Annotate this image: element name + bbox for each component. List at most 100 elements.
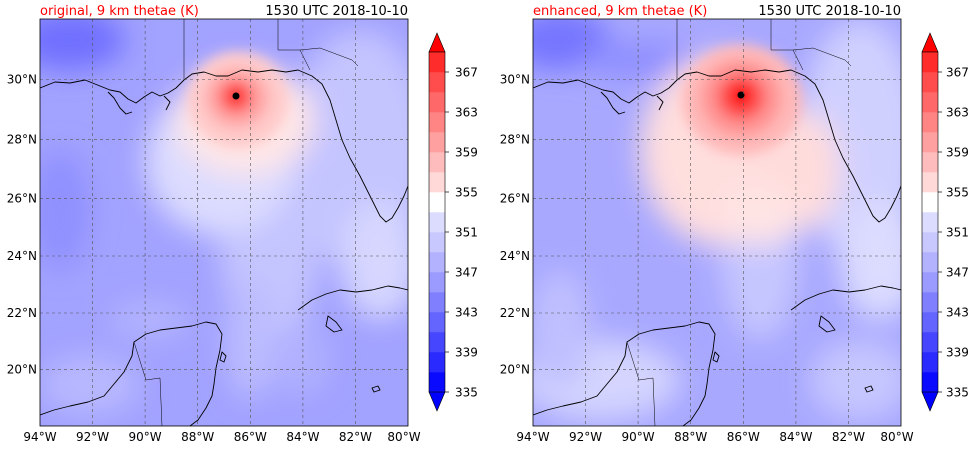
lat-tick-label: 26°N — [500, 191, 530, 205]
map-frame — [39, 18, 409, 427]
map-panel-enhanced: enhanced, 9 km thetae (K) 1530 UTC 2018-… — [500, 4, 914, 444]
storm-core — [188, 52, 288, 148]
colorbar-segment — [922, 152, 938, 173]
thetae-field — [40, 19, 408, 415]
lon-tick-label: 80°W — [880, 430, 913, 444]
colorbar-tick-label: 355 — [455, 186, 478, 200]
colorbar-segment — [429, 272, 445, 293]
gridlines — [533, 19, 901, 426]
lat-tick-label: 28°N — [7, 133, 37, 147]
lat-tick-label: 22°N — [500, 306, 530, 320]
colorbar-segment — [922, 292, 938, 313]
colorbar-segment — [922, 252, 938, 273]
lon-tick-label: 82°W — [339, 430, 372, 444]
lon-tick-label: 94°W — [23, 430, 56, 444]
colorbar-segment — [429, 72, 445, 93]
colorbar-tick-label: 347 — [946, 266, 969, 280]
colorbar-segment — [429, 252, 445, 273]
lat-tick-label: 30°N — [7, 73, 37, 87]
lat-tick-label: 20°N — [500, 362, 530, 376]
panel-title: enhanced, 9 km thetae (K) — [533, 4, 707, 19]
colorbar-frame — [921, 51, 939, 393]
lat-tick-label: 22°N — [7, 306, 37, 320]
colorbar-tick-label: 355 — [946, 186, 969, 200]
lon-tick-label: 86°W — [727, 430, 760, 444]
lon-tick-label: 88°W — [674, 430, 707, 444]
colorbar-segment — [922, 192, 938, 213]
colorbar-extend-high — [428, 32, 446, 53]
colorbar-tick-label: 359 — [455, 146, 478, 160]
map-area — [533, 19, 901, 426]
colorbar-tick-label: 335 — [455, 386, 478, 400]
panel-title: original, 9 km thetae (K) — [40, 4, 199, 19]
state-borders — [133, 19, 359, 426]
map-panel-original: original, 9 km thetae (K) 1530 UTC 2018-… — [7, 4, 421, 444]
colorbar-tick-label: 347 — [455, 266, 478, 280]
panel-time-label: 1530 UTC 2018-10-10 — [758, 4, 901, 19]
colorbar-segment — [429, 132, 445, 153]
lat-tick-label: 26°N — [7, 191, 37, 205]
lat-tick-label: 24°N — [500, 249, 530, 263]
colorbar-extend-low — [428, 391, 446, 412]
lat-tick-label: 24°N — [7, 249, 37, 263]
lat-tick-label: 30°N — [500, 73, 530, 87]
colorbar-segment — [922, 72, 938, 93]
colorbar-tick-label: 351 — [946, 226, 969, 240]
storm-core — [682, 45, 802, 155]
colorbar-segment — [429, 152, 445, 173]
colorbar-tick-label: 367 — [455, 66, 478, 80]
colorbar-segment — [922, 352, 938, 373]
lon-tick-label: 90°W — [129, 430, 162, 444]
colorbar-segment — [429, 352, 445, 373]
lon-tick-label: 94°W — [516, 430, 549, 444]
lat-tick-label: 28°N — [500, 133, 530, 147]
lon-tick-label: 82°W — [832, 430, 865, 444]
map-area — [40, 19, 408, 426]
colorbar-tick-label: 339 — [455, 346, 478, 360]
colorbar-tick-label: 343 — [455, 306, 478, 320]
colorbar-segment — [429, 172, 445, 193]
colorbar-segment — [922, 92, 938, 113]
coastline — [40, 69, 408, 426]
colorbar-tick-label: 367 — [946, 66, 969, 80]
coastline — [533, 69, 901, 426]
colorbar-tick-label: 343 — [946, 306, 969, 320]
colorbar-segment — [429, 372, 445, 393]
lon-tick-label: 84°W — [779, 430, 812, 444]
lat-tick-labels: 30°N 28°N 26°N 24°N 22°N 20°N — [500, 73, 530, 377]
panel-time-label: 1530 UTC 2018-10-10 — [265, 4, 408, 19]
colorbar-segment — [429, 232, 445, 253]
colorbar-segment — [922, 112, 938, 133]
state-borders — [626, 19, 852, 426]
colorbar-segment — [922, 232, 938, 253]
colorbar-segment — [429, 52, 445, 73]
colorbar-segment — [922, 212, 938, 233]
colorbar-tick-label: 335 — [946, 386, 969, 400]
lon-tick-labels: 94°W 92°W 90°W 88°W 86°W 84°W 82°W 80°W — [23, 430, 420, 444]
lon-tick-label: 90°W — [622, 430, 655, 444]
colorbar-tick-label: 359 — [946, 146, 969, 160]
colorbar-segment — [429, 292, 445, 313]
colorbar-segment — [429, 212, 445, 233]
colorbar-segment — [922, 52, 938, 73]
lon-tick-label: 92°W — [569, 430, 602, 444]
lat-tick-labels: 30°N 28°N 26°N 24°N 22°N 20°N — [7, 73, 37, 377]
colorbar-tick-label: 363 — [946, 106, 969, 120]
gridlines — [40, 19, 408, 426]
colorbar-segment — [922, 132, 938, 153]
lon-tick-label: 86°W — [234, 430, 267, 444]
colorbar-segment — [429, 332, 445, 353]
lon-tick-label: 80°W — [387, 430, 420, 444]
colorbar-segment — [429, 112, 445, 133]
lon-tick-labels: 94°W 92°W 90°W 88°W 86°W 84°W 82°W 80°W — [516, 430, 913, 444]
colorbar-segment — [922, 332, 938, 353]
colorbar-segment — [429, 312, 445, 333]
lat-tick-label: 20°N — [7, 362, 37, 376]
colorbar-segment — [922, 372, 938, 393]
colorbar-segment — [922, 172, 938, 193]
colorbar-extend-low — [921, 391, 939, 412]
colorbar-segment — [922, 272, 938, 293]
colorbar-original: 335 339 343 347 351 355 359 363 367 — [428, 32, 478, 412]
storm-center-marker — [232, 92, 240, 100]
